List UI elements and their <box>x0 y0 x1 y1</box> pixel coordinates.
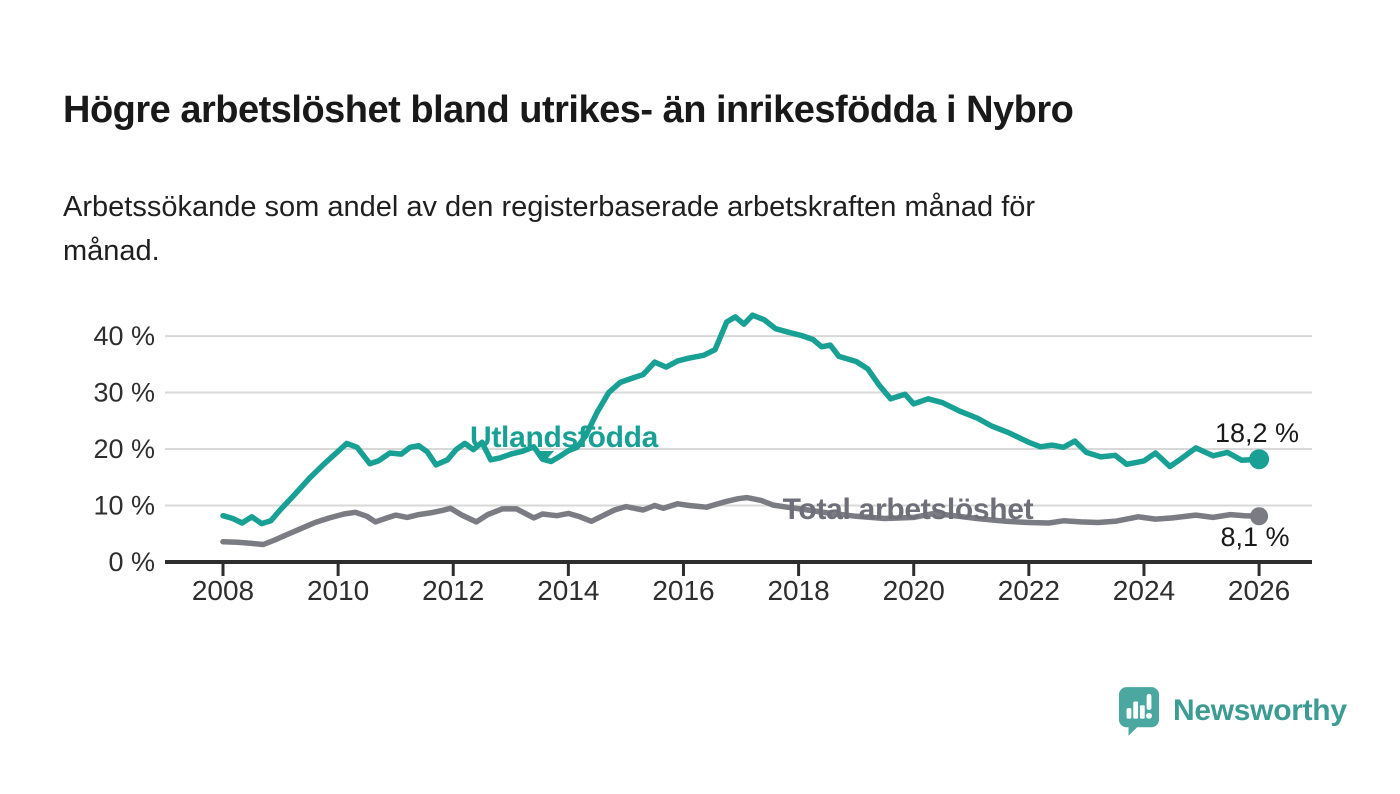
x-axis-tick-label: 2016 <box>652 575 714 606</box>
x-axis-tick-label: 2018 <box>767 575 829 606</box>
y-axis-tick-label: 0 % <box>108 547 155 577</box>
series-label-utlandsfodda: Utlandsfödda <box>470 421 659 454</box>
x-axis-tick-label: 2014 <box>537 575 599 606</box>
x-axis-tick-label: 2022 <box>998 575 1060 606</box>
page-title: Högre arbetslöshet bland utrikes- än inr… <box>63 89 1074 132</box>
x-axis-tick-label: 2008 <box>192 575 254 606</box>
x-axis-tick-label: 2010 <box>307 575 369 606</box>
y-axis-tick-label: 40 % <box>93 321 155 351</box>
x-axis-tick-label: 2020 <box>883 575 945 606</box>
end-dot-total-arbetsl-shet <box>1250 507 1269 526</box>
y-axis-tick-label: 10 % <box>93 491 155 521</box>
end-dot-utlandsf-dda <box>1249 449 1270 470</box>
end-value-label-total: 8,1 % <box>1220 522 1290 552</box>
line-utlandsf-dda <box>220 312 1262 527</box>
brand-name: Newsworthy <box>1173 694 1347 727</box>
series-label-total-arbetsloshet: Total arbetslöshet <box>782 493 1034 526</box>
y-axis-tick-label: 30 % <box>93 378 155 408</box>
line-total-arbetsl-shet <box>220 494 1262 548</box>
x-axis-tick-label: 2012 <box>422 575 484 606</box>
newsworthy-logo: Newsworthy <box>1118 686 1347 736</box>
label-pointer-caret-icon <box>538 451 554 460</box>
newsworthy-bubble-barchart-icon <box>1118 687 1160 736</box>
y-axis-tick-label: 20 % <box>93 434 155 464</box>
x-axis-tick-label: 2026 <box>1228 575 1290 606</box>
end-value-label-utlandsfodda: 18,2 % <box>1214 418 1300 448</box>
chart-subtitle: Arbetssökande som andel av den registerb… <box>63 191 1036 268</box>
x-axis-tick-label: 2024 <box>1113 575 1175 606</box>
